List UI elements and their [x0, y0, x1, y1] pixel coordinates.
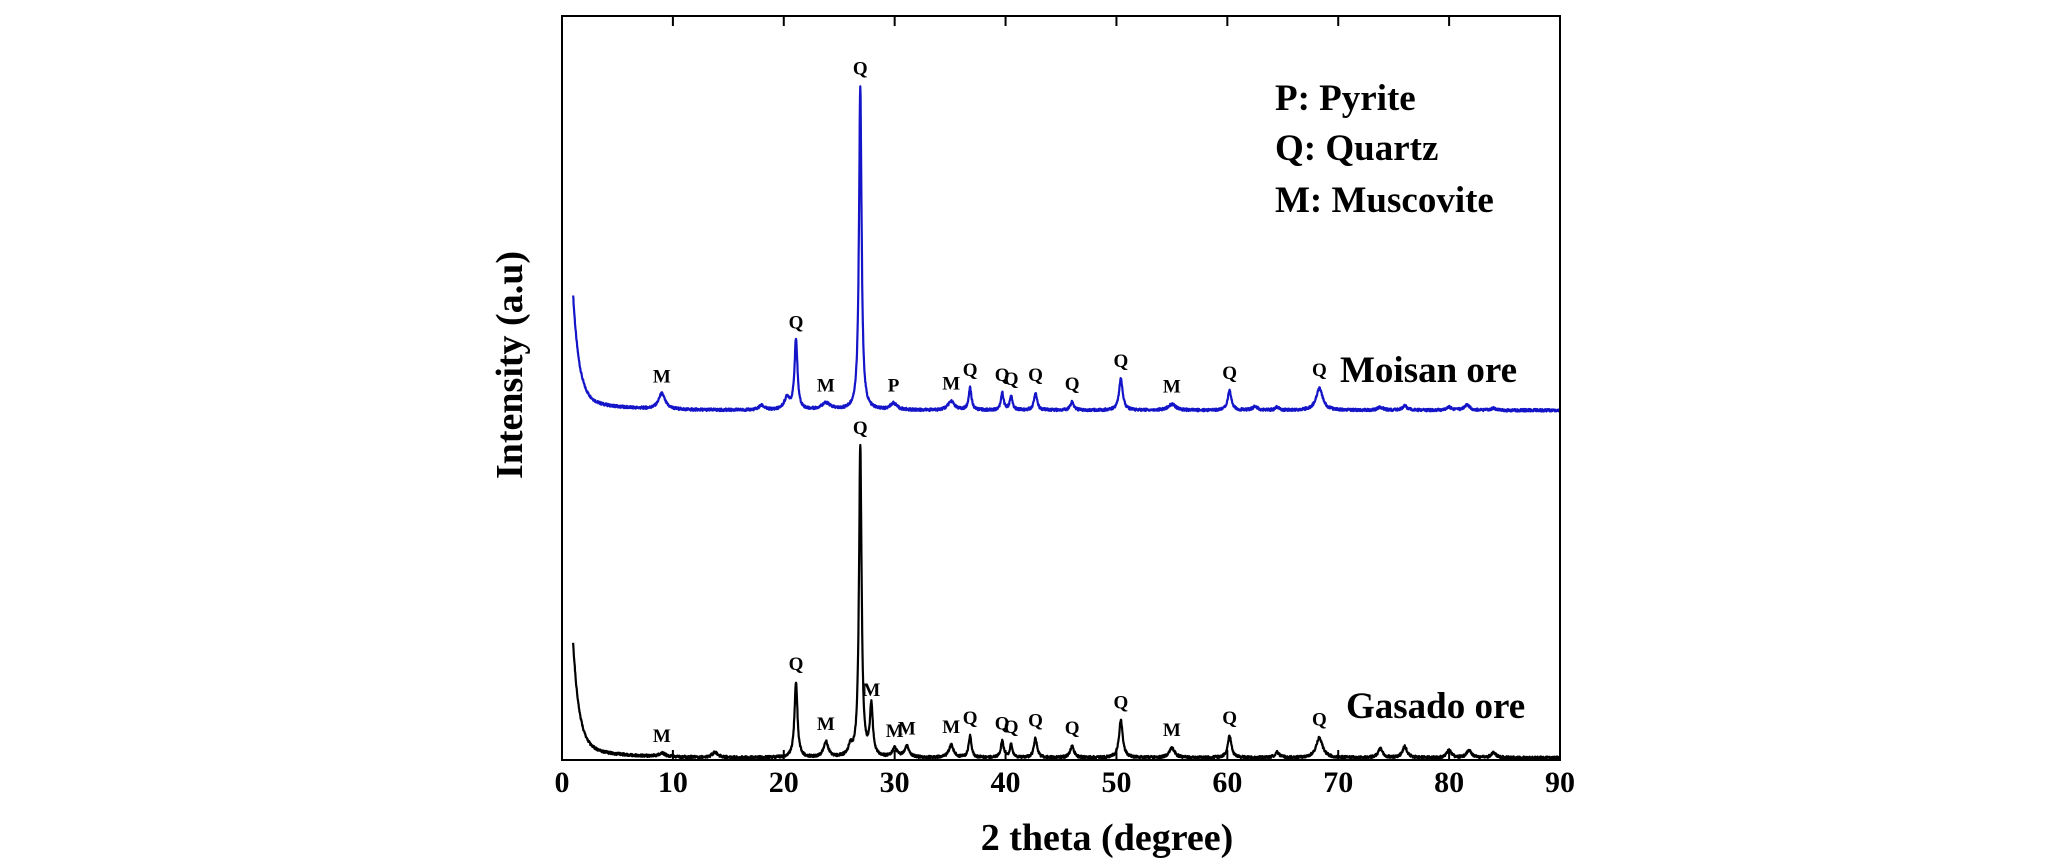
peak-label: Q: [963, 360, 978, 381]
series-layer: [572, 85, 1562, 761]
peak-label: Q: [1222, 363, 1237, 384]
peak-label: Q: [789, 654, 804, 675]
y-axis-label: Intensity (a.u): [489, 251, 531, 479]
tick-marks: [561, 16, 1561, 760]
peak-label: M: [942, 717, 960, 738]
peak-label: M: [898, 719, 916, 740]
peak-label: M: [942, 373, 960, 394]
peak-label: Q: [1004, 717, 1019, 738]
peak-label: Q: [1065, 374, 1080, 395]
peak-label: Q: [1312, 360, 1327, 381]
x-axis-label: 2 theta (degree): [981, 817, 1234, 859]
x-tick-label: 20: [769, 766, 799, 799]
peak-label: Q: [1114, 693, 1129, 714]
peak-label: P: [888, 376, 900, 397]
x-tick-labels: 0 10 20 30 40 50 60 70 80 90: [555, 766, 1576, 799]
x-tick-label: 90: [1545, 766, 1575, 799]
peak-label: Q: [1065, 718, 1080, 739]
peak-label: Q: [853, 59, 868, 80]
peak-label: M: [886, 721, 904, 742]
peak-label: M: [1163, 720, 1181, 741]
x-tick-label: 30: [880, 766, 910, 799]
x-tick-label: 50: [1101, 766, 1131, 799]
legend: P: Pyrite Q: Quartz M: Muscovite: [1275, 78, 1494, 221]
peak-label: Q: [1312, 710, 1327, 731]
peak-label: Q: [995, 365, 1010, 386]
x-tick-label: 80: [1434, 766, 1464, 799]
series-label-moisan-ore: Moisan ore: [1340, 350, 1517, 391]
series-label-gasado-ore: Gasado ore: [1346, 686, 1525, 727]
plot-frame: [561, 15, 1561, 761]
legend-entry-quartz: Q: Quartz: [1275, 128, 1438, 169]
peak-label: Q: [853, 418, 868, 439]
x-tick-label: 40: [991, 766, 1021, 799]
peak-label: M: [653, 367, 671, 388]
x-tick-label: 60: [1212, 766, 1242, 799]
peak-label: M: [817, 714, 835, 735]
peak-label: M: [817, 376, 835, 397]
peak-label: Q: [1222, 708, 1237, 729]
peak-label: M: [653, 726, 671, 747]
peak-label: Q: [1114, 351, 1129, 372]
legend-entry-pyrite: P: Pyrite: [1275, 78, 1416, 119]
x-tick-label: 70: [1323, 766, 1353, 799]
peak-label: M: [862, 680, 880, 701]
peak-label: Q: [1004, 369, 1019, 390]
x-tick-label: 0: [555, 766, 570, 799]
series-line-0: [572, 85, 1561, 413]
legend-entry-muscovite: M: Muscovite: [1275, 180, 1494, 221]
peak-label: Q: [789, 312, 804, 333]
peak-label: Q: [1028, 365, 1043, 386]
peak-label: M: [1163, 376, 1181, 397]
series-line-1: [572, 443, 1562, 761]
x-tick-label: 10: [658, 766, 688, 799]
peak-label: Q: [995, 713, 1010, 734]
peak-label: Q: [963, 708, 978, 729]
peak-label: Q: [1028, 710, 1043, 731]
